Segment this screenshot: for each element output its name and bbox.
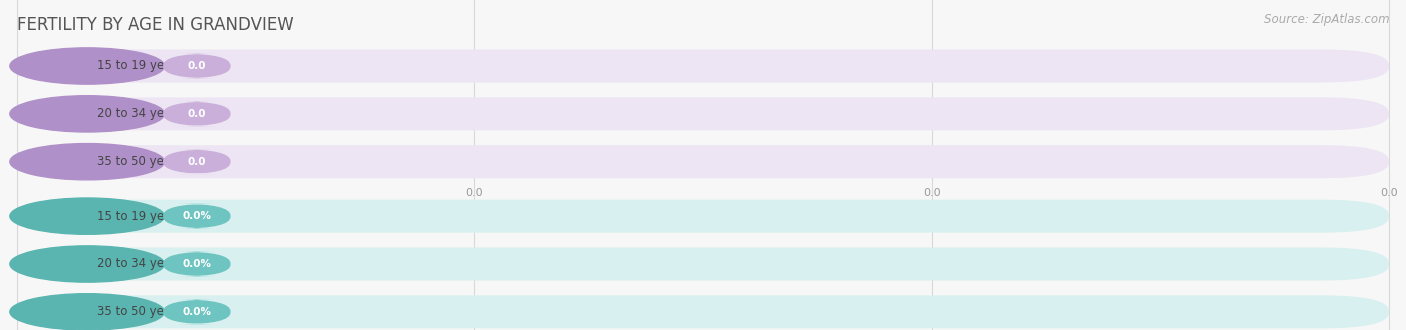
- Circle shape: [10, 144, 165, 180]
- Circle shape: [10, 246, 165, 282]
- FancyBboxPatch shape: [163, 101, 231, 126]
- Text: 15 to 19 years: 15 to 19 years: [97, 59, 183, 73]
- Text: 0.0: 0.0: [924, 188, 941, 198]
- Text: 0.0: 0.0: [187, 157, 207, 167]
- Text: 0.0%: 0.0%: [183, 259, 211, 269]
- FancyBboxPatch shape: [17, 248, 1389, 280]
- FancyBboxPatch shape: [17, 145, 1389, 178]
- FancyBboxPatch shape: [163, 300, 231, 324]
- Circle shape: [10, 96, 165, 132]
- Circle shape: [10, 294, 165, 330]
- FancyBboxPatch shape: [17, 50, 1389, 82]
- FancyBboxPatch shape: [163, 53, 231, 78]
- FancyBboxPatch shape: [163, 251, 231, 277]
- FancyBboxPatch shape: [17, 97, 1389, 130]
- Text: 0.0%: 0.0%: [183, 307, 211, 317]
- Text: 0.0: 0.0: [187, 109, 207, 119]
- FancyBboxPatch shape: [17, 200, 1389, 233]
- Text: 35 to 50 years: 35 to 50 years: [97, 155, 183, 168]
- FancyBboxPatch shape: [163, 204, 231, 228]
- Circle shape: [10, 198, 165, 234]
- Text: FERTILITY BY AGE IN GRANDVIEW: FERTILITY BY AGE IN GRANDVIEW: [17, 16, 294, 35]
- Text: 0.0%: 0.0%: [183, 211, 211, 221]
- Circle shape: [10, 48, 165, 84]
- FancyBboxPatch shape: [163, 149, 231, 174]
- Text: 0.0: 0.0: [1381, 188, 1398, 198]
- Text: 35 to 50 years: 35 to 50 years: [97, 305, 183, 318]
- Text: 20 to 34 years: 20 to 34 years: [97, 107, 183, 120]
- Text: 15 to 19 years: 15 to 19 years: [97, 210, 183, 223]
- Text: 20 to 34 years: 20 to 34 years: [97, 257, 183, 271]
- Text: Source: ZipAtlas.com: Source: ZipAtlas.com: [1264, 13, 1389, 26]
- FancyBboxPatch shape: [17, 295, 1389, 328]
- Text: 0.0: 0.0: [465, 188, 482, 198]
- Text: 0.0: 0.0: [187, 61, 207, 71]
